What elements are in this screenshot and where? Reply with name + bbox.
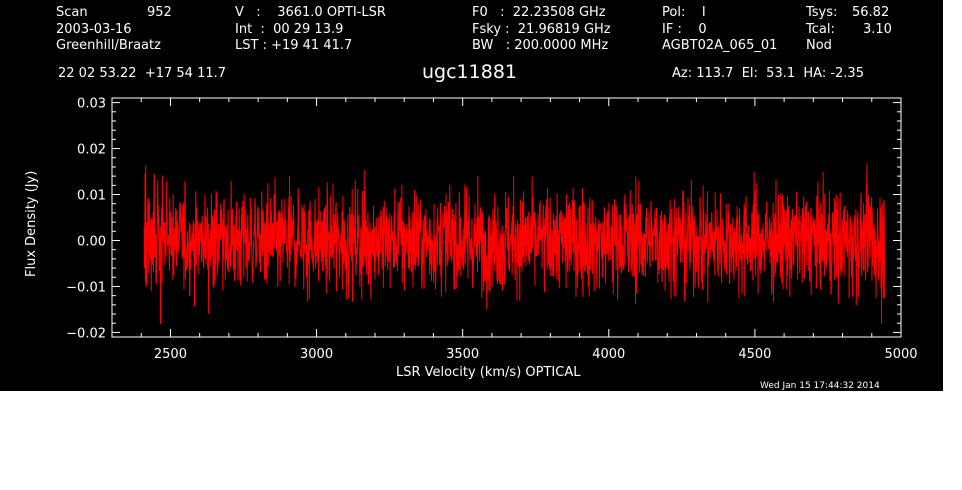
velocity-line: V : 3661.0 OPTI-LSR — [235, 5, 386, 20]
project-id: AGBT02A_065_01 — [662, 38, 778, 53]
source-name: ugc11881 — [422, 61, 517, 83]
y-tick-label: 0.03 — [77, 97, 106, 112]
scan-value: 952 — [147, 5, 172, 20]
tick-layer — [111, 98, 902, 337]
x-tick-label: 3000 — [300, 347, 333, 362]
x-tick-label: 2500 — [154, 347, 187, 362]
x-axis-label: LSR Velocity (km/s) OPTICAL — [396, 365, 581, 380]
y-tick-label: −0.01 — [66, 280, 106, 295]
tick-label-layer: 2500 3000 3500 4000 4500 5000 −0.02 −0.01 0.00 0.… — [66, 97, 917, 362]
obs-date: 2003-03-16 — [56, 22, 132, 37]
if-line: IF : 0 — [662, 22, 707, 37]
y-tick-label: 0.02 — [77, 143, 106, 158]
observer: Greenhill/Braatz — [56, 38, 161, 53]
pointing-info: Az: 113.7 El: 53.1 HA: -2.35 — [672, 66, 864, 81]
x-tick-label: 5000 — [884, 347, 917, 362]
bandwidth-line: BW : 200.0000 MHz — [472, 38, 609, 53]
timestamp: Wed Jan 15 17:44:32 2014 — [760, 381, 880, 391]
y-tick-label: 0.01 — [77, 189, 106, 204]
fsky-line: Fsky : 21.96819 GHz — [472, 22, 611, 37]
scan-label: Scan — [56, 5, 88, 20]
x-tick-label: 4000 — [592, 347, 625, 362]
spectrum-line — [143, 163, 886, 325]
axes-frame — [111, 97, 902, 338]
tsys-value: 56.82 — [852, 5, 890, 20]
spectrum-trace-layer — [143, 163, 886, 325]
tcal-label: Tcal: — [806, 22, 835, 37]
integration-line: Int : 00 29 13.9 — [235, 22, 344, 37]
lst-line: LST : +19 41 41.7 — [235, 38, 353, 53]
f0-line: F0 : 22.23508 GHz — [472, 5, 606, 20]
tcal-value: 3.10 — [863, 22, 892, 37]
y-tick-label: −0.02 — [66, 326, 106, 341]
observing-mode: Nod — [806, 38, 832, 53]
polarization-line: Pol: I — [662, 5, 706, 20]
y-axis-label: Flux Density (Jy) — [24, 170, 39, 277]
x-tick-label: 4500 — [738, 347, 771, 362]
tsys-label: Tsys: — [806, 5, 838, 20]
x-tick-label: 3500 — [446, 347, 479, 362]
source-coordinates: 22 02 53.22 +17 54 11.7 — [58, 66, 227, 81]
y-tick-label: 0.00 — [77, 234, 106, 249]
plot-panel: Scan 952 2003-03-16 Greenhill/Braatz V :… — [0, 0, 943, 391]
spectrum-chart: 2500 3000 3500 4000 4500 5000 −0.02 −0.01 0.00 0.… — [66, 97, 917, 362]
